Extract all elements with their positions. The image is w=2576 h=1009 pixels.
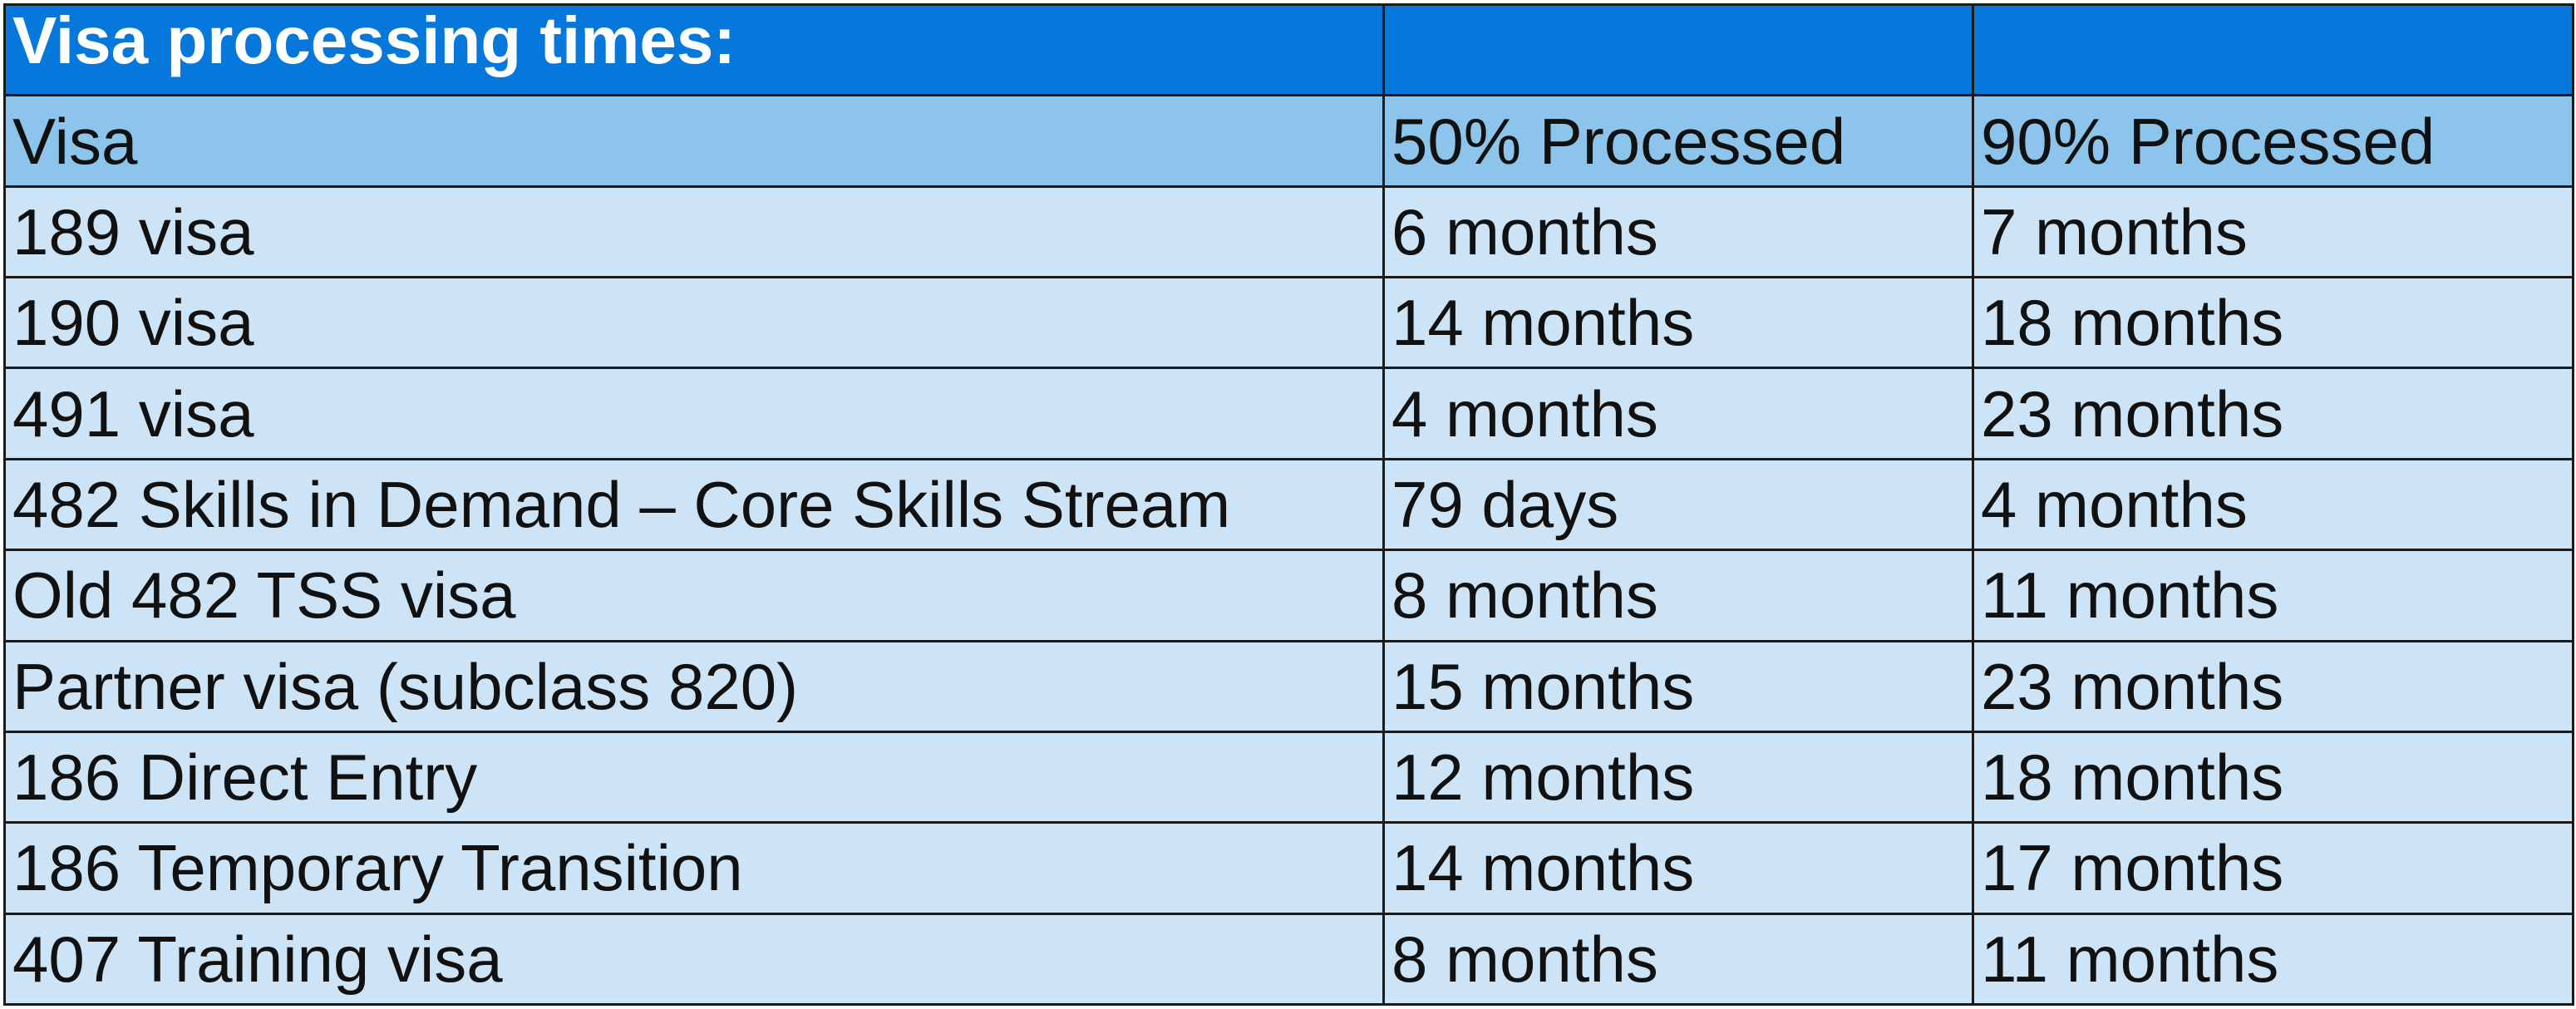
- table-row: 186 Direct Entry 12 months 18 months: [3, 730, 2574, 824]
- visa-name-cell: 407 Training visa: [3, 912, 1385, 1007]
- processed-90-cell: 23 months: [1972, 367, 2574, 460]
- processed-50-cell: 15 months: [1382, 639, 1974, 733]
- title-row-empty-cell: [1972, 2, 2574, 97]
- visa-name-cell: 189 visa: [3, 185, 1385, 279]
- processed-50-cell: 12 months: [1382, 730, 1974, 824]
- processed-90-cell: 7 months: [1972, 185, 2574, 279]
- table-header-row: Visa 50% Processed 90% Processed: [3, 94, 2574, 188]
- table-row: 407 Training visa 8 months 11 months: [3, 912, 2574, 1007]
- processed-90-cell: 4 months: [1972, 457, 2574, 552]
- visa-name-cell: 186 Temporary Transition: [3, 821, 1385, 915]
- visa-name-cell: 186 Direct Entry: [3, 730, 1385, 824]
- processed-50-cell: 4 months: [1382, 367, 1974, 460]
- table-title-row: Visa processing times:: [3, 2, 2574, 97]
- processed-50-cell: 8 months: [1382, 912, 1974, 1007]
- processed-90-cell: 11 months: [1972, 549, 2574, 642]
- processed-90-cell: 11 months: [1972, 912, 2574, 1007]
- processed-90-cell: 23 months: [1972, 639, 2574, 733]
- processed-90-cell: 18 months: [1972, 730, 2574, 824]
- processed-90-cell: 17 months: [1972, 821, 2574, 915]
- table-title: Visa processing times:: [3, 2, 1385, 97]
- table-row: Old 482 TSS visa 8 months 11 months: [3, 549, 2574, 642]
- processed-50-cell: 14 months: [1382, 821, 1974, 915]
- title-row-empty-cell: [1382, 2, 1974, 97]
- table-row: 491 visa 4 months 23 months: [3, 367, 2574, 460]
- visa-processing-table: Visa processing times: Visa 50% Processe…: [3, 2, 2574, 1007]
- table-row: 186 Temporary Transition 14 months 17 mo…: [3, 821, 2574, 915]
- processed-50-cell: 14 months: [1382, 276, 1974, 370]
- table-row: 482 Skills in Demand – Core Skills Strea…: [3, 457, 2574, 552]
- visa-name-cell: Partner visa (subclass 820): [3, 639, 1385, 733]
- processed-50-cell: 79 days: [1382, 457, 1974, 552]
- visa-name-cell: 190 visa: [3, 276, 1385, 370]
- table-row: 189 visa 6 months 7 months: [3, 185, 2574, 279]
- header-visa: Visa: [3, 94, 1385, 188]
- table-row: Partner visa (subclass 820) 15 months 23…: [3, 639, 2574, 733]
- table-row: 190 visa 14 months 18 months: [3, 276, 2574, 370]
- header-90-processed: 90% Processed: [1972, 94, 2574, 188]
- processed-50-cell: 8 months: [1382, 549, 1974, 642]
- visa-name-cell: Old 482 TSS visa: [3, 549, 1385, 642]
- processed-90-cell: 18 months: [1972, 276, 2574, 370]
- processed-50-cell: 6 months: [1382, 185, 1974, 279]
- header-50-processed: 50% Processed: [1382, 94, 1974, 188]
- visa-name-cell: 482 Skills in Demand – Core Skills Strea…: [3, 457, 1385, 552]
- visa-name-cell: 491 visa: [3, 367, 1385, 460]
